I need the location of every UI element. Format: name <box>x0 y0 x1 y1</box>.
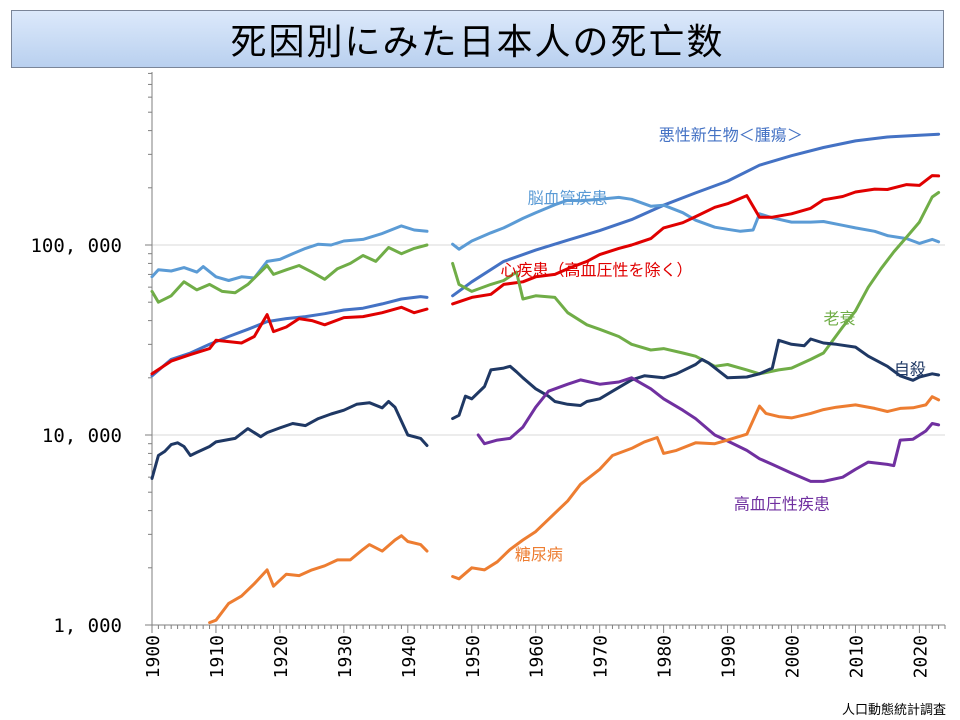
axes: 1, 000 10, 000 100, 000 1900 1910 1920 1930 194… <box>30 72 946 678</box>
series-line-segment <box>150 224 429 282</box>
series-line-segment <box>451 174 941 306</box>
series-4 <box>150 337 941 480</box>
chart-title: 死因別にみた日本人の死亡数 <box>230 22 725 63</box>
series-1 <box>150 195 941 282</box>
x-tick-label: 2020 <box>910 635 931 678</box>
series-line-segment <box>451 337 941 421</box>
series-label: 高血圧性疾患 <box>734 495 830 514</box>
series-label: 心疾患（高血圧性を除く） <box>500 261 692 280</box>
series-line-segment <box>208 534 429 625</box>
x-tick-label: 1990 <box>719 635 740 678</box>
source-note: 人口動態統計調査 <box>841 703 946 718</box>
series-line-segment <box>150 305 429 376</box>
series-line-segment <box>451 191 941 376</box>
x-tick-label: 1910 <box>207 635 228 678</box>
series-2 <box>150 174 941 376</box>
series-line-segment <box>476 376 941 483</box>
x-tick-label: 2010 <box>846 635 867 678</box>
series-lines <box>150 132 941 625</box>
series-label: 自殺 <box>894 360 926 379</box>
x-tick-label: 1930 <box>335 635 356 678</box>
series-3 <box>150 191 941 376</box>
series-0 <box>150 132 941 378</box>
series-5 <box>476 376 941 483</box>
series-label: 悪性新生物＜腫瘍＞ <box>659 125 803 144</box>
series-line-segment <box>150 295 429 378</box>
series-label: 糖尿病 <box>515 545 563 564</box>
series-line-segment <box>451 195 941 251</box>
series-line-segment <box>451 395 941 581</box>
title-banner: 死因別にみた日本人の死亡数 <box>11 10 944 68</box>
series-label: 脳血管疾患 <box>528 189 608 208</box>
x-tick-label: 1900 <box>143 635 164 678</box>
y-tick-label: 100, 000 <box>30 235 122 257</box>
y-tick-label: 1, 000 <box>53 615 122 637</box>
x-tick-label: 1960 <box>527 635 548 678</box>
series-label: 老衰 <box>823 309 855 328</box>
x-tick-label: 1920 <box>271 635 292 678</box>
x-tick-label: 2000 <box>783 635 804 678</box>
series-line-segment <box>150 243 429 304</box>
x-tick-label: 1950 <box>463 635 484 678</box>
series-line-segment <box>150 400 429 480</box>
x-tick-label: 1970 <box>591 635 612 678</box>
series-line-segment <box>451 132 941 298</box>
x-tick-label: 1940 <box>399 635 420 678</box>
x-tick-label: 1980 <box>655 635 676 678</box>
y-tick-label: 10, 000 <box>42 425 122 447</box>
series-6 <box>208 395 941 625</box>
